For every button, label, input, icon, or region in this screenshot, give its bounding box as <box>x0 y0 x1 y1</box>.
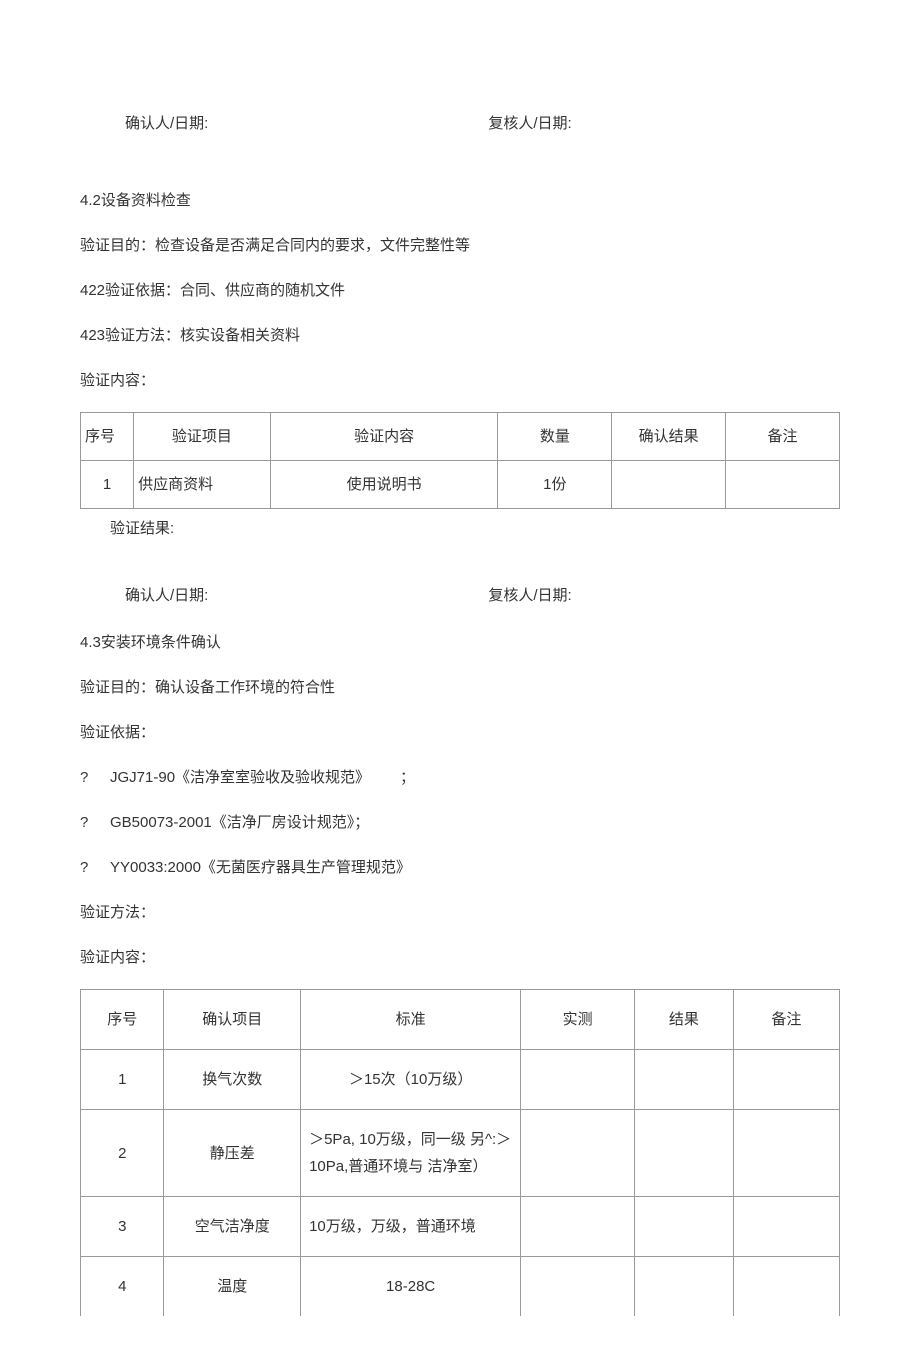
bullet-marker: ? <box>80 854 92 881</box>
cell-result <box>612 461 726 509</box>
cell-seq: 1 <box>81 1050 164 1110</box>
cell-std: ＞15次（10万级） <box>301 1050 521 1110</box>
cell-meas <box>521 1110 635 1197</box>
signature-row-1: 确认人/日期: 复核人/日期: <box>80 110 840 137</box>
confirm-person-label: 确认人/日期: <box>125 582 208 609</box>
cell-meas <box>521 1197 635 1257</box>
cell-content: 使用说明书 <box>270 461 498 509</box>
table-row: 4 温度 18-28C <box>81 1257 840 1317</box>
cell-qty: 1份 <box>498 461 612 509</box>
cell-remark <box>733 1110 839 1197</box>
table-header-row: 序号 验证项目 验证内容 数量 确认结果 备注 <box>81 413 840 461</box>
cell-item: 温度 <box>164 1257 301 1317</box>
cell-item: 静压差 <box>164 1110 301 1197</box>
reference-item: ? GB50073-2001《洁净厂房设计规范》； <box>80 809 840 836</box>
section-4-2-basis: 422验证依据：合同、供应商的随机文件 <box>80 277 840 304</box>
col-item: 验证项目 <box>134 413 271 461</box>
section-4-2-method: 423验证方法：核实设备相关资料 <box>80 322 840 349</box>
col-std: 标准 <box>301 990 521 1050</box>
cell-res <box>635 1257 734 1317</box>
section-4-2-result-label: 验证结果: <box>110 515 840 542</box>
cell-remark <box>726 461 840 509</box>
signature-row-2: 确认人/日期: 复核人/日期: <box>80 582 840 609</box>
col-qty: 数量 <box>498 413 612 461</box>
col-res: 结果 <box>635 990 734 1050</box>
col-result: 确认结果 <box>612 413 726 461</box>
cell-seq: 2 <box>81 1110 164 1197</box>
cell-std: ＞5Pa, 10万级，同一级 另^:＞10Pa,普通环境与 洁净室） <box>301 1110 521 1197</box>
col-seq: 序号 <box>81 413 134 461</box>
col-remark: 备注 <box>733 990 839 1050</box>
confirm-person-label: 确认人/日期: <box>125 110 208 137</box>
table-row: 1 换气次数 ＞15次（10万级） <box>81 1050 840 1110</box>
section-4-3-basis-label: 验证依据： <box>80 719 840 746</box>
environment-condition-table: 序号 确认项目 标准 实测 结果 备注 1 换气次数 ＞15次（10万级） 2 … <box>80 989 840 1316</box>
section-4-2-purpose: 验证目的：检查设备是否满足合同内的要求，文件完整性等 <box>80 232 840 259</box>
col-item: 确认项目 <box>164 990 301 1050</box>
cell-res <box>635 1050 734 1110</box>
cell-item: 空气洁净度 <box>164 1197 301 1257</box>
review-person-label: 复核人/日期: <box>488 582 571 609</box>
reference-list: ? JGJ71-90《洁净室室验收及验收规范》 ； ? GB50073-2001… <box>80 764 840 881</box>
reference-text: YY0033:2000《无菌医疗器具生产管理规范》 <box>110 854 411 881</box>
cell-std: 18-28C <box>301 1257 521 1317</box>
cell-std: 10万级，万级，普通环境 <box>301 1197 521 1257</box>
bullet-marker: ? <box>80 809 92 836</box>
cell-remark <box>733 1257 839 1317</box>
cell-item: 供应商资料 <box>134 461 271 509</box>
reference-item: ? YY0033:2000《无菌医疗器具生产管理规范》 <box>80 854 840 881</box>
cell-seq: 3 <box>81 1197 164 1257</box>
cell-seq: 4 <box>81 1257 164 1317</box>
section-4-2-content-label: 验证内容： <box>80 367 840 394</box>
col-content: 验证内容 <box>270 413 498 461</box>
col-meas: 实测 <box>521 990 635 1050</box>
section-4-3-content-label: 验证内容： <box>80 944 840 971</box>
section-4-3-purpose: 验证目的：确认设备工作环境的符合性 <box>80 674 840 701</box>
reference-text: JGJ71-90《洁净室室验收及验收规范》 ； <box>110 764 415 791</box>
equipment-doc-table: 序号 验证项目 验证内容 数量 确认结果 备注 1 供应商资料 使用说明书 1份 <box>80 412 840 509</box>
section-4-3-method-label: 验证方法： <box>80 899 840 926</box>
reference-text: GB50073-2001《洁净厂房设计规范》； <box>110 809 369 836</box>
section-4-3-heading: 4.3安装环境条件确认 <box>80 629 840 656</box>
cell-seq: 1 <box>81 461 134 509</box>
bullet-marker: ? <box>80 764 92 791</box>
table-row: 1 供应商资料 使用说明书 1份 <box>81 461 840 509</box>
cell-meas <box>521 1257 635 1317</box>
cell-remark <box>733 1050 839 1110</box>
cell-remark <box>733 1197 839 1257</box>
cell-res <box>635 1197 734 1257</box>
cell-res <box>635 1110 734 1197</box>
reference-item: ? JGJ71-90《洁净室室验收及验收规范》 ； <box>80 764 840 791</box>
cell-item: 换气次数 <box>164 1050 301 1110</box>
table-row: 2 静压差 ＞5Pa, 10万级，同一级 另^:＞10Pa,普通环境与 洁净室） <box>81 1110 840 1197</box>
col-remark: 备注 <box>726 413 840 461</box>
cell-meas <box>521 1050 635 1110</box>
col-seq: 序号 <box>81 990 164 1050</box>
review-person-label: 复核人/日期: <box>488 110 571 137</box>
table-header-row: 序号 确认项目 标准 实测 结果 备注 <box>81 990 840 1050</box>
table-row: 3 空气洁净度 10万级，万级，普通环境 <box>81 1197 840 1257</box>
section-4-2-heading: 4.2设备资料检查 <box>80 187 840 214</box>
